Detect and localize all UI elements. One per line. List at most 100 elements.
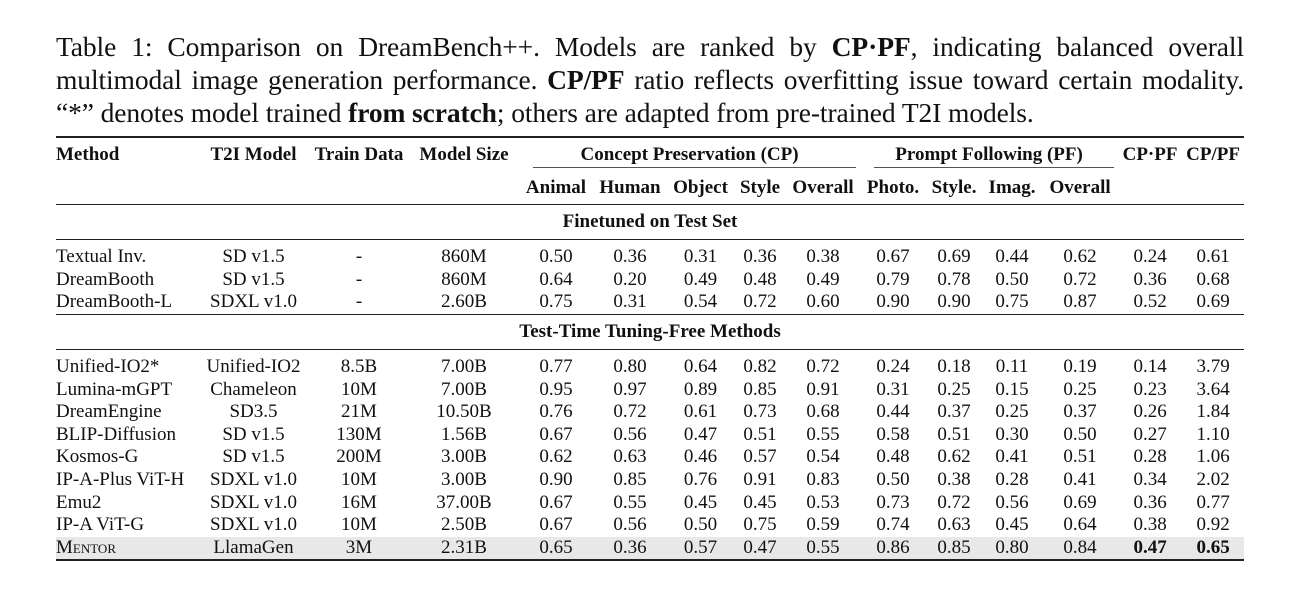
table-cell: 0.11 [995, 356, 1029, 378]
col-header-t2i-model: T2I Model [210, 143, 297, 165]
table-cell: 0.56 [613, 423, 647, 445]
table-cell: 0.28 [995, 469, 1029, 491]
table-cell: Unified-IO2 [206, 356, 301, 378]
table-cell: 2.50B [441, 514, 487, 536]
table-cell: 1.10 [1196, 423, 1230, 445]
table-cell: 0.50 [539, 246, 573, 268]
table-cell: 0.15 [995, 378, 1029, 400]
table-cell: 0.50 [876, 469, 910, 491]
col-group-concept-preservation: Concept Preservation (CP) [519, 137, 860, 171]
header-row-1: Method T2I Model Train Data Model Size C… [56, 137, 1245, 171]
method-cell: BLIP-Diffusion [56, 423, 176, 445]
table-cell: 0.50 [995, 268, 1029, 290]
caption-text: , indicating balanced overall multimodal… [56, 31, 1244, 95]
caption-text: ; others are adapted from pre-trained T2… [496, 97, 1034, 128]
table-cell: 0.37 [1063, 401, 1097, 423]
table-cell: 0.36 [613, 246, 647, 268]
table-cell: 0.48 [876, 446, 910, 468]
table-cell: 10.50B [436, 401, 492, 423]
table-cell: 0.67 [539, 491, 573, 513]
table-cell: 0.36 [1133, 491, 1167, 513]
table-cell: 0.72 [743, 291, 777, 313]
cp-group-rule [533, 167, 857, 168]
table-cell: 7.00B [441, 378, 487, 400]
section-title: Finetuned on Test Set [562, 211, 738, 232]
col-header-animal: Animal [525, 176, 587, 198]
table-cell: 0.90 [937, 291, 971, 313]
table-cell: 0.91 [743, 469, 777, 491]
col-header-pf-overall: Overall [1049, 176, 1111, 198]
table-cell: 0.95 [539, 378, 573, 400]
table-row: Textual Inv. SD v1.5 - 860M 0.50 0.36 0.31 0.36… [56, 239, 1245, 269]
table-cell: 0.72 [806, 356, 840, 378]
method-cell: Textual Inv. [56, 246, 147, 268]
table-cell: 3.79 [1196, 356, 1230, 378]
table-cell: 0.25 [995, 401, 1029, 423]
table-cell: 0.44 [995, 246, 1029, 268]
col-header-model-size: Model Size [419, 143, 509, 165]
table-cell: 0.63 [613, 446, 647, 468]
method-cell: Kosmos-G [56, 446, 139, 468]
table-cell: 0.25 [937, 378, 971, 400]
table-cell: 0.26 [1133, 401, 1167, 423]
table-cell: 21M [341, 401, 377, 423]
table-cell: 0.62 [1063, 246, 1097, 268]
table-cell: 0.67 [539, 423, 573, 445]
table-cell: 0.51 [743, 423, 777, 445]
table-cell: 0.61 [683, 401, 718, 423]
method-cell: Mentor [56, 536, 198, 561]
pf-group-label: Prompt Following (PF) [895, 143, 1083, 165]
table-cell: 0.87 [1063, 291, 1097, 313]
table-cell: 0.57 [667, 536, 734, 561]
table-row: IP-A-Plus ViT-H SDXL v1.0 10M 3.00B 0.90 0.85… [56, 469, 1244, 492]
caption-bold-cpdivpf: CP/PF [547, 64, 625, 95]
table-row: Lumina-mGPT Chameleon 10M 7.00B 0.95 0.97 0.89… [56, 378, 1244, 401]
table-cell: 0.24 [1133, 246, 1167, 268]
table-cell: 0.89 [683, 378, 718, 400]
method-cell: DreamBooth-L [56, 291, 173, 313]
table-cell: 0.62 [539, 446, 573, 468]
table-cell: 0.65 [1182, 536, 1245, 561]
table-cell: - [355, 268, 363, 290]
table-cell: 0.55 [806, 423, 840, 445]
table-cell: 0.84 [1042, 536, 1119, 561]
col-header-method: Method [56, 143, 120, 165]
table-cell: 0.91 [806, 378, 840, 400]
table-cell: SDXL v1.0 [210, 491, 297, 513]
table-cell: 2.60B [441, 291, 487, 313]
table-cell: 1.84 [1196, 401, 1230, 423]
table-cell: 0.45 [683, 491, 718, 513]
section-header-row: Finetuned on Test Set [56, 204, 1245, 240]
table-cell: 0.14 [1133, 356, 1167, 378]
table-cell: 0.85 [613, 469, 647, 491]
method-cell: Lumina-mGPT [56, 378, 173, 400]
table-cell: 2.31B [409, 536, 519, 561]
table-cell: 0.51 [937, 423, 971, 445]
method-cell: Unified-IO2* [56, 356, 160, 378]
table-cell: 0.44 [876, 401, 910, 423]
table-cell: 0.28 [1133, 446, 1167, 468]
col-header-train-data: Train Data [314, 143, 404, 165]
table-cell: 0.54 [806, 446, 840, 468]
method-cell: Emu2 [56, 491, 102, 513]
table-cell: 0.52 [1133, 291, 1167, 313]
table-row: DreamEngine SD3.5 21M 10.50B 0.76 0.72 0.61 0.7… [56, 401, 1244, 424]
table-cell: 0.45 [743, 491, 777, 513]
table-cell: 0.49 [806, 268, 840, 290]
table-cell: 0.23 [1133, 378, 1167, 400]
table-cell: SDXL v1.0 [210, 469, 297, 491]
method-cell: DreamEngine [56, 401, 162, 423]
table-caption: Table 1: Comparison on DreamBench++. Mod… [56, 30, 1244, 129]
table-cell: 0.62 [937, 446, 971, 468]
table-cell: 0.80 [982, 536, 1043, 561]
table-cell: 0.61 [1196, 246, 1230, 268]
table-cell: 0.90 [876, 291, 910, 313]
caption-text: Table 1: Comparison on DreamBench++. Mod… [56, 31, 832, 62]
table-cell: SDXL v1.0 [210, 514, 297, 536]
caption-bold-from-scratch: from scratch [348, 97, 497, 128]
table-cell: 0.45 [995, 514, 1029, 536]
table-cell: 0.80 [613, 356, 647, 378]
table-cell: 10M [341, 514, 377, 536]
table-cell: 0.69 [1063, 491, 1097, 513]
table-cell: 0.27 [1133, 423, 1167, 445]
